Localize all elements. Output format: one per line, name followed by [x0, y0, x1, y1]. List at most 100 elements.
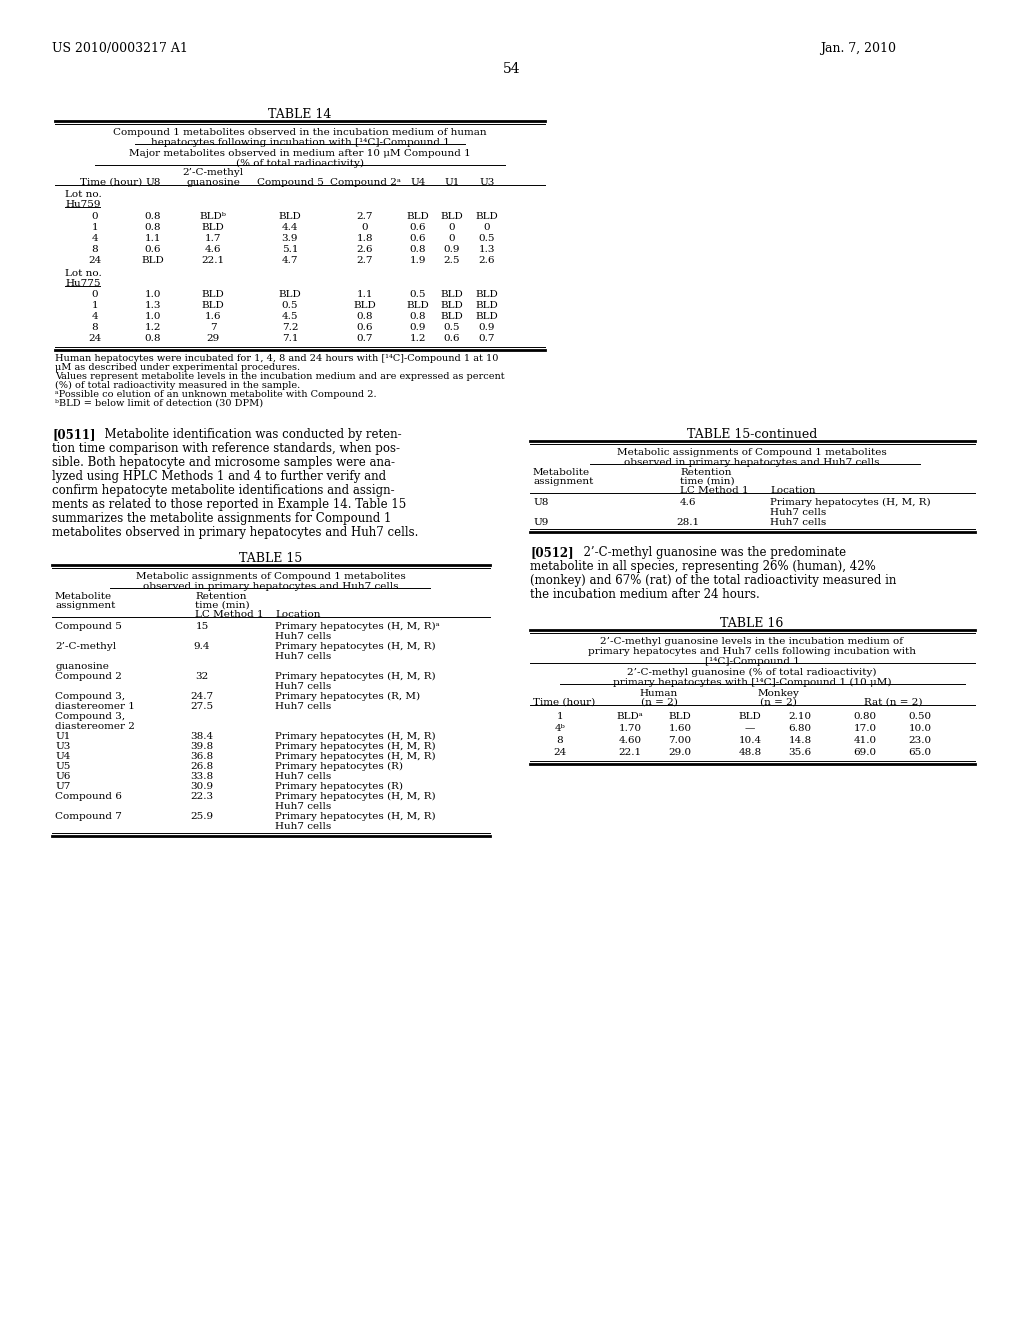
Text: 24.7: 24.7: [190, 692, 214, 701]
Text: Huh7 cells: Huh7 cells: [770, 517, 826, 527]
Text: U3: U3: [55, 742, 71, 751]
Text: BLD: BLD: [669, 711, 691, 721]
Text: BLD: BLD: [440, 301, 464, 310]
Text: Time (hour): Time (hour): [534, 698, 595, 708]
Text: Hu775: Hu775: [65, 279, 100, 288]
Text: 41.0: 41.0: [853, 737, 877, 744]
Text: Major metabolites observed in medium after 10 μM Compound 1: Major metabolites observed in medium aft…: [129, 149, 471, 158]
Text: 48.8: 48.8: [738, 748, 762, 756]
Text: BLD: BLD: [440, 312, 464, 321]
Text: 0: 0: [483, 223, 490, 232]
Text: 1.0: 1.0: [144, 290, 161, 300]
Text: BLD: BLD: [202, 223, 224, 232]
Text: 2.7: 2.7: [356, 256, 374, 265]
Text: Primary hepatocytes (H, M, R): Primary hepatocytes (H, M, R): [770, 498, 931, 507]
Text: 0.5: 0.5: [410, 290, 426, 300]
Text: 0.7: 0.7: [356, 334, 374, 343]
Text: U4: U4: [55, 752, 71, 762]
Text: TABLE 16: TABLE 16: [720, 616, 783, 630]
Text: 0.5: 0.5: [443, 323, 460, 333]
Text: 7.00: 7.00: [669, 737, 691, 744]
Text: Primary hepatocytes (H, M, R): Primary hepatocytes (H, M, R): [275, 752, 435, 762]
Text: 29: 29: [207, 334, 219, 343]
Text: Lot no.: Lot no.: [65, 190, 101, 199]
Text: Time (hour): Time (hour): [80, 178, 142, 187]
Text: Compound 5: Compound 5: [55, 622, 122, 631]
Text: (n = 2): (n = 2): [641, 698, 678, 708]
Text: Primary hepatocytes (R, M): Primary hepatocytes (R, M): [275, 692, 420, 701]
Text: 0: 0: [92, 290, 98, 300]
Text: 0.6: 0.6: [410, 223, 426, 232]
Text: Huh7 cells: Huh7 cells: [275, 772, 331, 781]
Text: 1: 1: [92, 223, 98, 232]
Text: observed in primary hepatocytes and Huh7 cells: observed in primary hepatocytes and Huh7…: [143, 582, 398, 591]
Text: Compound 3,: Compound 3,: [55, 692, 125, 701]
Text: 36.8: 36.8: [190, 752, 214, 762]
Text: 2’-C-methyl guanosine (% of total radioactivity): 2’-C-methyl guanosine (% of total radioa…: [628, 668, 877, 677]
Text: Primary hepatocytes (H, M, R): Primary hepatocytes (H, M, R): [275, 672, 435, 681]
Text: 1.2: 1.2: [144, 323, 161, 333]
Text: 39.8: 39.8: [190, 742, 214, 751]
Text: Primary hepatocytes (H, M, R): Primary hepatocytes (H, M, R): [275, 742, 435, 751]
Text: 0.8: 0.8: [410, 312, 426, 321]
Text: hepatocytes following incubation with [¹⁴C]-Compound 1: hepatocytes following incubation with [¹…: [151, 139, 450, 147]
Text: Huh7 cells: Huh7 cells: [275, 632, 331, 642]
Text: Metabolic assignments of Compound 1 metabolites: Metabolic assignments of Compound 1 meta…: [617, 447, 887, 457]
Text: 5.1: 5.1: [282, 246, 298, 253]
Text: 1.60: 1.60: [669, 723, 691, 733]
Text: primary hepatocytes and Huh7 cells following incubation with: primary hepatocytes and Huh7 cells follo…: [588, 647, 916, 656]
Text: 26.8: 26.8: [190, 762, 214, 771]
Text: 1: 1: [92, 301, 98, 310]
Text: 1.1: 1.1: [356, 290, 374, 300]
Text: BLD: BLD: [738, 711, 762, 721]
Text: Metabolite identification was conducted by reten-: Metabolite identification was conducted …: [97, 428, 401, 441]
Text: 0.6: 0.6: [144, 246, 161, 253]
Text: BLD: BLD: [407, 301, 429, 310]
Text: 54: 54: [503, 62, 521, 77]
Text: Primary hepatocytes (H, M, R): Primary hepatocytes (H, M, R): [275, 812, 435, 821]
Text: (n = 2): (n = 2): [760, 698, 797, 708]
Text: Human hepatocytes were incubated for 1, 4, 8 and 24 hours with [¹⁴C]-Compound 1 : Human hepatocytes were incubated for 1, …: [55, 354, 499, 363]
Text: 15: 15: [196, 622, 209, 631]
Text: Hu759: Hu759: [65, 201, 100, 209]
Text: LC Method 1: LC Method 1: [680, 486, 749, 495]
Text: 2’-C-methyl guanosine levels in the incubation medium of: 2’-C-methyl guanosine levels in the incu…: [600, 638, 903, 645]
Text: BLD: BLD: [475, 312, 499, 321]
Text: U1: U1: [55, 733, 71, 741]
Text: U1: U1: [444, 178, 460, 187]
Text: BLD: BLD: [279, 213, 301, 220]
Text: Primary hepatocytes (R): Primary hepatocytes (R): [275, 781, 403, 791]
Text: 0.9: 0.9: [410, 323, 426, 333]
Text: [0512]: [0512]: [530, 546, 573, 558]
Text: 0.50: 0.50: [908, 711, 932, 721]
Text: Metabolic assignments of Compound 1 metabolites: Metabolic assignments of Compound 1 meta…: [136, 572, 406, 581]
Text: Compound 7: Compound 7: [55, 812, 122, 821]
Text: 7.2: 7.2: [282, 323, 298, 333]
Text: 0.8: 0.8: [356, 312, 374, 321]
Text: 0.80: 0.80: [853, 711, 877, 721]
Text: μM as described under experimental procedures.: μM as described under experimental proce…: [55, 363, 300, 372]
Text: 17.0: 17.0: [853, 723, 877, 733]
Text: 2’-C-methyl: 2’-C-methyl: [55, 642, 116, 651]
Text: 1.0: 1.0: [144, 312, 161, 321]
Text: 4.5: 4.5: [282, 312, 298, 321]
Text: 4ᵇ: 4ᵇ: [555, 723, 565, 733]
Text: Compound 2ᵃ: Compound 2ᵃ: [330, 178, 400, 187]
Text: 1.2: 1.2: [410, 334, 426, 343]
Text: 4.7: 4.7: [282, 256, 298, 265]
Text: lyzed using HPLC Methods 1 and 4 to further verify and: lyzed using HPLC Methods 1 and 4 to furt…: [52, 470, 386, 483]
Text: Primary hepatocytes (R): Primary hepatocytes (R): [275, 762, 403, 771]
Text: summarizes the metabolite assignments for Compound 1: summarizes the metabolite assignments fo…: [52, 512, 391, 525]
Text: 1.8: 1.8: [356, 234, 374, 243]
Text: Primary hepatocytes (H, M, R): Primary hepatocytes (H, M, R): [275, 733, 435, 741]
Text: time (min): time (min): [680, 477, 734, 486]
Text: 0.6: 0.6: [356, 323, 374, 333]
Text: 1: 1: [557, 711, 563, 721]
Text: diastereomer 1: diastereomer 1: [55, 702, 135, 711]
Text: BLD: BLD: [279, 290, 301, 300]
Text: 7.1: 7.1: [282, 334, 298, 343]
Text: Huh7 cells: Huh7 cells: [275, 822, 331, 832]
Text: Huh7 cells: Huh7 cells: [275, 803, 331, 810]
Text: 27.5: 27.5: [190, 702, 214, 711]
Text: US 2010/0003217 A1: US 2010/0003217 A1: [52, 42, 187, 55]
